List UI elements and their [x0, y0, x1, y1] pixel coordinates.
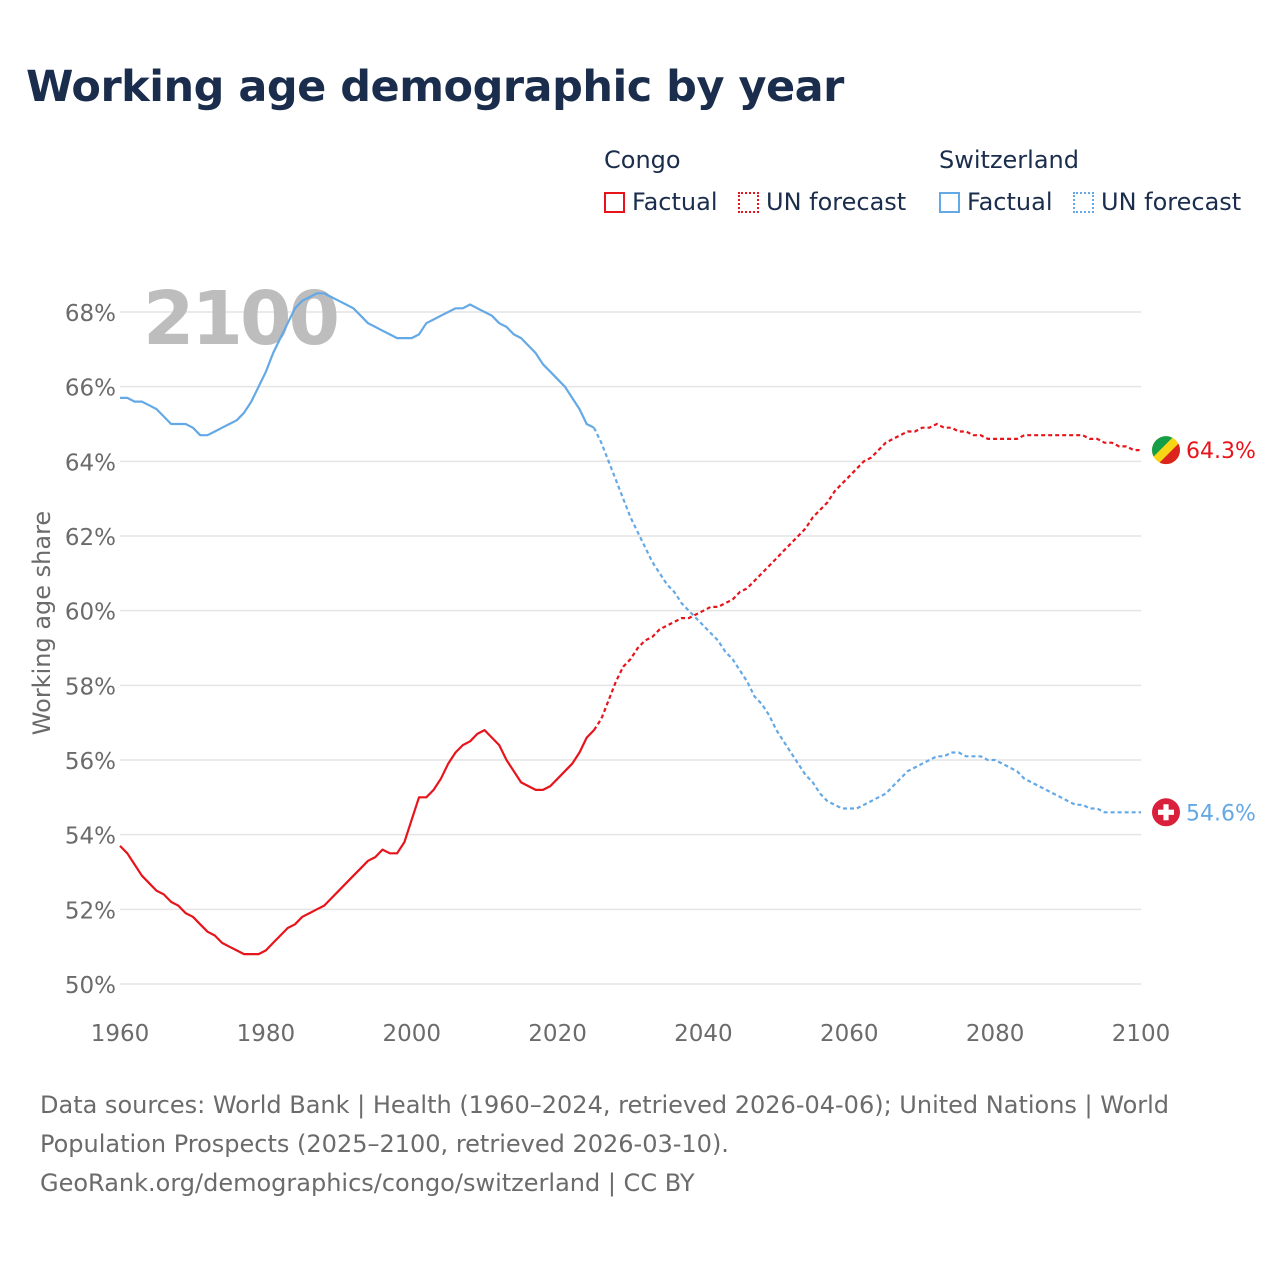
line-chart: 50% 52% 54% 56% 58% 60% 62% 64% 66% 68% 1960 1980 2…: [28, 276, 1256, 1047]
x-tick-label: 2040: [674, 1021, 733, 1047]
congo-flag-icon: [1152, 436, 1180, 465]
swiss-cross-v: [1163, 804, 1169, 821]
footer-sources: Data sources: World Bank | Health (1960–…: [40, 1086, 1240, 1203]
x-tick-label: 2080: [966, 1021, 1025, 1047]
y-tick-label: 58%: [65, 674, 116, 700]
series-lines: [119, 292, 1141, 956]
y-axis-label: Working age share: [28, 511, 56, 735]
congo-factual-line: [119, 729, 595, 956]
switzerland-forecast-label: UN forecast: [1101, 188, 1242, 216]
x-axis-ticks: 1960 1980 2000 2020 2040 2060 2080 2100: [91, 1021, 1171, 1047]
chart-title: Working age demographic by year: [26, 62, 844, 112]
legend-congo-title: Congo: [604, 146, 681, 174]
y-tick-label: 56%: [65, 749, 116, 775]
x-tick-label: 2020: [528, 1021, 587, 1047]
congo-end-value-label: 64.3%: [1186, 439, 1256, 464]
footer-line-3[interactable]: GeoRank.org/demographics/congo/switzerla…: [40, 1169, 695, 1197]
footer-line-1: Data sources: World Bank | Health (1960–…: [40, 1091, 1170, 1119]
congo-forecast-line: [593, 422, 1141, 731]
x-tick-label: 1960: [91, 1021, 150, 1047]
y-axis-ticks: 50% 52% 54% 56% 58% 60% 62% 64% 66% 68%: [65, 301, 116, 999]
y-tick-label: 60%: [65, 600, 116, 626]
x-tick-label: 2100: [1112, 1021, 1171, 1047]
legend-switzerland-factual[interactable]: Factual: [939, 188, 1053, 216]
legend-congo: Congo Factual UN forecast: [604, 146, 914, 216]
legend-congo-forecast[interactable]: UN forecast: [738, 188, 906, 216]
congo-forecast-label: UN forecast: [766, 188, 907, 216]
y-tick-label: 50%: [65, 973, 116, 999]
switzerland-factual-label: Factual: [967, 188, 1053, 216]
congo-factual-swatch: [604, 191, 625, 213]
series-end-markers: 64.3% 54.6%: [1152, 436, 1256, 827]
legend-congo-factual[interactable]: Factual: [604, 188, 718, 216]
x-tick-label: 2060: [820, 1021, 879, 1047]
switzerland-factual-line: [120, 292, 595, 437]
congo-factual-label: Factual: [632, 188, 718, 216]
y-tick-label: 62%: [65, 525, 116, 551]
switzerland-factual-swatch: [939, 191, 960, 213]
year-watermark: 2100: [143, 276, 337, 362]
footer-line-2: Population Prospects (2025–2100, retriev…: [40, 1130, 729, 1158]
y-tick-label: 54%: [65, 824, 116, 850]
legend-switzerland-forecast[interactable]: UN forecast: [1073, 188, 1241, 216]
congo-forecast-swatch: [738, 191, 759, 213]
y-tick-label: 64%: [65, 450, 116, 476]
switzerland-end-value-label: 54.6%: [1186, 801, 1256, 826]
y-tick-label: 52%: [65, 898, 116, 924]
x-tick-label: 1980: [237, 1021, 296, 1047]
gridlines: [120, 311, 1141, 985]
congo-flag-red: [1157, 441, 1180, 465]
x-tick-label: 2000: [382, 1021, 441, 1047]
congo-flag-green: [1152, 436, 1175, 460]
legend-switzerland: Switzerland Factual UN forecast: [939, 146, 1259, 216]
y-tick-label: 66%: [65, 376, 116, 402]
switzerland-forecast-swatch: [1073, 191, 1094, 213]
switzerland-flag-icon: [1152, 798, 1180, 827]
congo-flag-body: [1152, 436, 1180, 465]
legend-switzerland-title: Switzerland: [939, 146, 1079, 174]
y-tick-label: 68%: [65, 301, 116, 327]
